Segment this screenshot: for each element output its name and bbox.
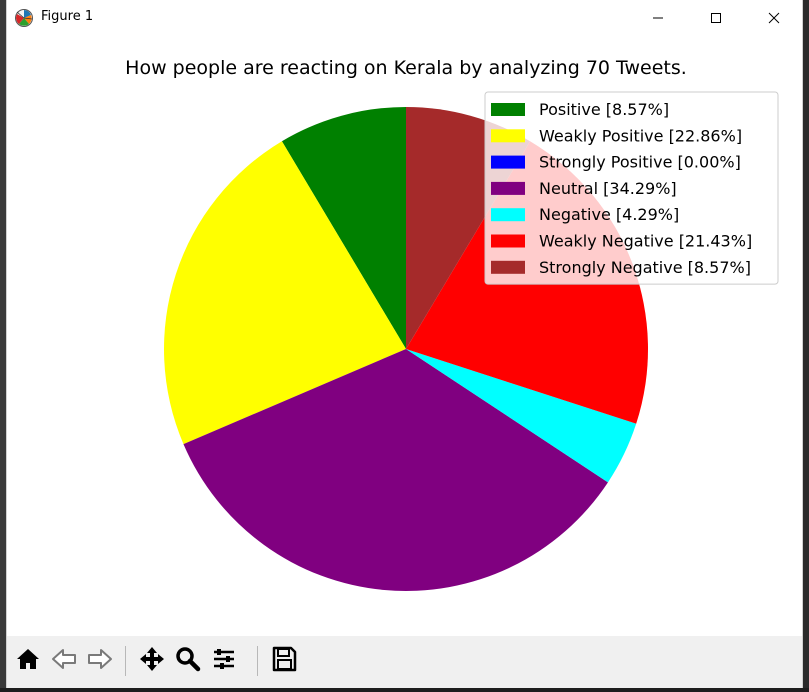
window-title: Figure 1 bbox=[41, 9, 94, 24]
maximize-icon bbox=[710, 9, 722, 28]
matplotlib-logo-icon bbox=[14, 8, 34, 28]
forward-arrow-icon bbox=[86, 645, 114, 677]
legend-label: Neutral [34.29%] bbox=[539, 179, 677, 198]
pie-slice bbox=[183, 349, 608, 592]
minimize-button[interactable] bbox=[629, 0, 687, 36]
toolbar-separator bbox=[257, 646, 258, 676]
legend-label: Strongly Positive [0.00%] bbox=[539, 153, 741, 172]
save-icon bbox=[270, 645, 298, 677]
zoom-button[interactable] bbox=[171, 644, 205, 678]
close-icon bbox=[768, 9, 780, 28]
pan-button[interactable] bbox=[135, 644, 169, 678]
legend-box bbox=[484, 91, 779, 285]
taskbar-strip bbox=[0, 688, 809, 692]
pie-chart: How people are reacting on Kerala by ana… bbox=[125, 57, 779, 592]
configure-subplots-icon bbox=[210, 645, 238, 677]
legend-swatch bbox=[491, 234, 525, 248]
legend-swatch bbox=[491, 103, 525, 116]
title-bar[interactable]: Figure 1 bbox=[7, 0, 802, 36]
configure-subplots-button[interactable] bbox=[207, 644, 241, 678]
zoom-icon bbox=[174, 645, 202, 677]
save-button[interactable] bbox=[267, 644, 301, 678]
home-icon bbox=[14, 645, 42, 677]
navigation-toolbar bbox=[7, 636, 802, 688]
maximize-button[interactable] bbox=[687, 0, 745, 36]
figure-window: Figure 1 How people are reacting on Kera… bbox=[6, 0, 803, 688]
legend-swatch bbox=[491, 260, 525, 274]
back-arrow-icon bbox=[50, 645, 78, 677]
legend-swatch bbox=[491, 181, 525, 195]
figure-canvas: How people are reacting on Kerala by ana… bbox=[7, 36, 802, 636]
pie-slice bbox=[163, 141, 406, 445]
toolbar-separator bbox=[125, 646, 126, 676]
legend-label: Weakly Negative [21.43%] bbox=[539, 232, 752, 251]
pan-icon bbox=[138, 645, 166, 677]
legend-label: Weakly Positive [22.86%] bbox=[539, 126, 742, 145]
pie-slice bbox=[281, 107, 406, 349]
legend-label: Strongly Negative [8.57%] bbox=[539, 258, 751, 277]
background-edge bbox=[0, 0, 6, 692]
minimize-icon bbox=[652, 9, 664, 28]
pie-slice bbox=[406, 349, 637, 483]
forward-button[interactable] bbox=[83, 644, 117, 678]
back-button[interactable] bbox=[47, 644, 81, 678]
legend-label: Positive [8.57%] bbox=[539, 100, 669, 119]
close-button[interactable] bbox=[745, 0, 803, 36]
legend-swatch bbox=[491, 208, 525, 222]
legend-swatch bbox=[491, 129, 525, 143]
chart-title: How people are reacting on Kerala by ana… bbox=[125, 57, 687, 79]
legend-label: Negative [4.29%] bbox=[539, 205, 679, 224]
legend-swatch bbox=[491, 155, 525, 169]
home-button[interactable] bbox=[11, 644, 45, 678]
